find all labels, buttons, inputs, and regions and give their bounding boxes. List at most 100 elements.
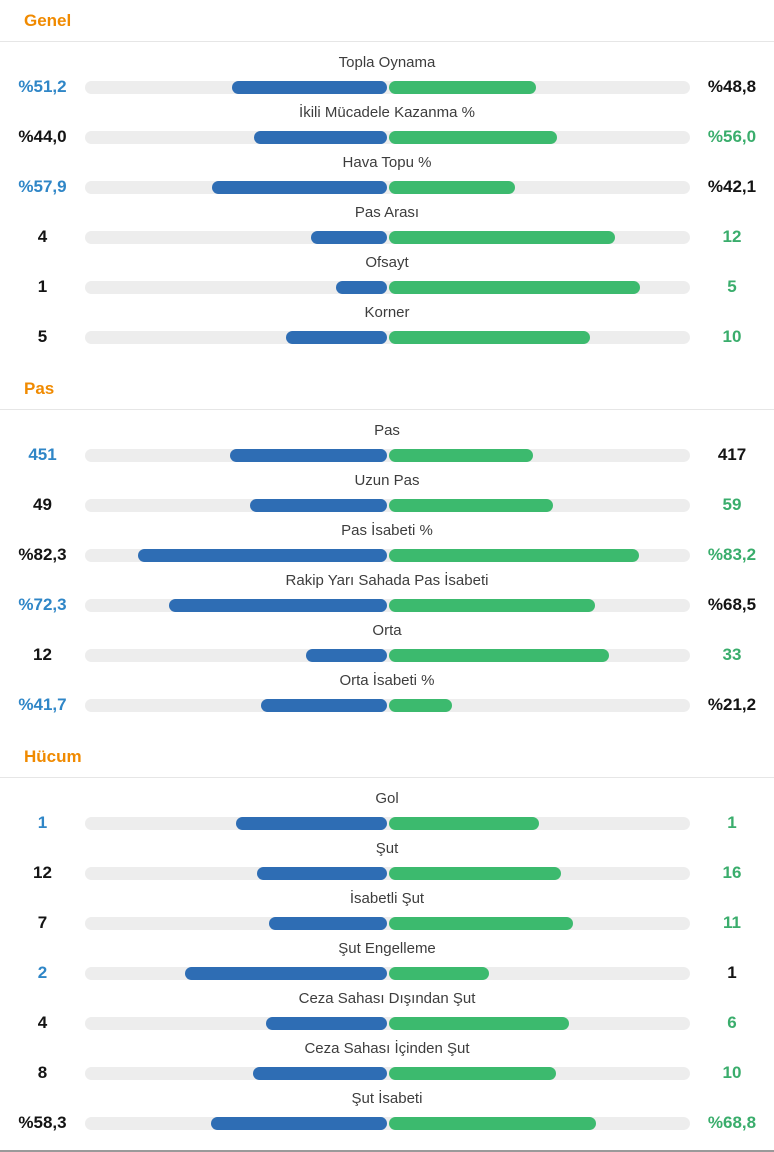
stat-bar-line: 451 417: [0, 441, 774, 469]
away-value: %56,0: [707, 127, 757, 146]
away-bar-area: [388, 498, 691, 512]
stat-row: Korner 5 10: [0, 301, 774, 351]
stat-label: Şut: [375, 840, 399, 857]
stat-bar-line: %57,9 %42,1: [0, 173, 774, 201]
away-value: 10: [722, 327, 742, 346]
home-value: %41,7: [18, 695, 67, 714]
stat-bar-line: 49 59: [0, 491, 774, 519]
away-value: 16: [722, 863, 742, 882]
stat-label: Şut Engelleme: [338, 940, 436, 957]
stat-label: Orta İsabeti %: [339, 672, 435, 689]
home-value: 1: [37, 813, 48, 832]
stat-row: Pas 451 417: [0, 419, 774, 469]
home-bar-area: [85, 598, 387, 612]
home-value: 7: [37, 913, 48, 932]
away-value: 1: [727, 813, 737, 832]
home-bar: [185, 966, 387, 980]
away-bar: [388, 280, 640, 294]
away-value: 1: [727, 963, 737, 982]
stats-section: Pas Pas 451 417 Uzun Pas 49: [0, 364, 774, 732]
stat-bar-track: [85, 280, 690, 294]
stat-bar-track: [85, 80, 690, 94]
away-bar: [388, 648, 610, 662]
stat-bar-track: [85, 698, 690, 712]
away-bar: [388, 498, 554, 512]
home-value: %72,3: [18, 595, 67, 614]
away-bar: [388, 230, 615, 244]
away-value: 10: [722, 1063, 742, 1082]
away-bar-area: [388, 1016, 691, 1030]
stat-bar-track: [85, 1066, 691, 1080]
stat-label: Topla Oynama: [338, 54, 436, 71]
stat-label: Pas İsabeti %: [341, 522, 433, 539]
home-bar-area: [85, 698, 387, 712]
section-rows: Topla Oynama %51,2 %48,8 İkili Mücadele …: [0, 42, 774, 364]
away-bar-area: [388, 1066, 691, 1080]
stat-bar-line: %82,3 %83,2: [0, 541, 774, 569]
away-value: %21,2: [707, 695, 757, 714]
stat-bar-line: %72,3 %68,5: [0, 591, 774, 619]
away-value: 59: [722, 495, 742, 514]
stat-bar-track: [85, 866, 690, 880]
stat-row: Ceza Sahası Dışından Şut 4 6: [0, 987, 774, 1037]
stat-label: Pas Arası: [354, 204, 420, 221]
stat-label: Pas: [374, 422, 400, 439]
section-rows: Gol 1 1 Şut 12: [0, 778, 774, 1150]
away-bar-area: [388, 648, 691, 662]
stat-bar-track: [85, 230, 691, 244]
stat-label: Rakip Yarı Sahada Pas İsabeti: [285, 572, 489, 589]
stat-bar-track: [85, 648, 691, 662]
stat-bar-track: [85, 816, 691, 830]
away-bar: [388, 1016, 570, 1030]
stat-bar-line: %44,0 %56,0: [0, 123, 774, 151]
away-bar-area: [388, 816, 691, 830]
stat-row: Pas İsabeti % %82,3 %83,2: [0, 519, 774, 569]
stat-label: Gol: [375, 790, 399, 807]
stat-bar-line: 1 1: [0, 809, 774, 837]
away-value: %42,1: [707, 177, 757, 196]
home-bar: [336, 280, 387, 294]
stat-bar-line: 1 5: [0, 273, 774, 301]
home-bar-area: [85, 866, 387, 880]
away-value: %68,5: [707, 595, 757, 614]
away-bar: [388, 130, 558, 144]
stat-bar-track: [85, 966, 691, 980]
away-bar: [388, 80, 536, 94]
away-value: 417: [717, 445, 747, 464]
home-value: 4: [37, 227, 48, 246]
home-bar: [235, 816, 387, 830]
stat-bar-track: [85, 330, 690, 344]
away-bar: [388, 1066, 557, 1080]
home-value: 49: [33, 495, 52, 514]
home-bar: [253, 130, 387, 144]
stat-bar-line: %58,3 %68,8: [0, 1109, 774, 1137]
home-bar: [210, 1116, 387, 1130]
away-bar: [388, 598, 596, 612]
away-bar-area: [388, 180, 691, 194]
stats-section: Genel Topla Oynama %51,2 %48,8 İkili Müc…: [0, 0, 774, 364]
away-bar-area: [388, 230, 691, 244]
home-value: 12: [33, 863, 52, 882]
away-bar-area: [388, 1116, 691, 1130]
away-bar: [388, 448, 534, 462]
away-bar-area: [388, 966, 691, 980]
stat-row: Şut Engelleme 2 1: [0, 937, 774, 987]
away-bar-area: [388, 916, 691, 930]
home-bar-area: [85, 916, 387, 930]
stat-bar-line: %51,2 %48,8: [0, 73, 774, 101]
home-bar: [252, 1066, 387, 1080]
stat-bar-track: [85, 548, 690, 562]
away-value: 11: [723, 913, 741, 932]
home-bar-area: [85, 648, 387, 662]
stat-label: İsabetli Şut: [349, 890, 425, 907]
home-bar: [306, 648, 387, 662]
home-bar-area: [85, 280, 387, 294]
away-value: 33: [722, 645, 742, 664]
stat-bar-track: [85, 1116, 691, 1130]
stat-label: Şut İsabeti: [351, 1090, 423, 1107]
away-bar: [388, 330, 590, 344]
home-bar: [269, 916, 387, 930]
home-bar-area: [85, 1066, 387, 1080]
home-bar-area: [85, 816, 387, 830]
